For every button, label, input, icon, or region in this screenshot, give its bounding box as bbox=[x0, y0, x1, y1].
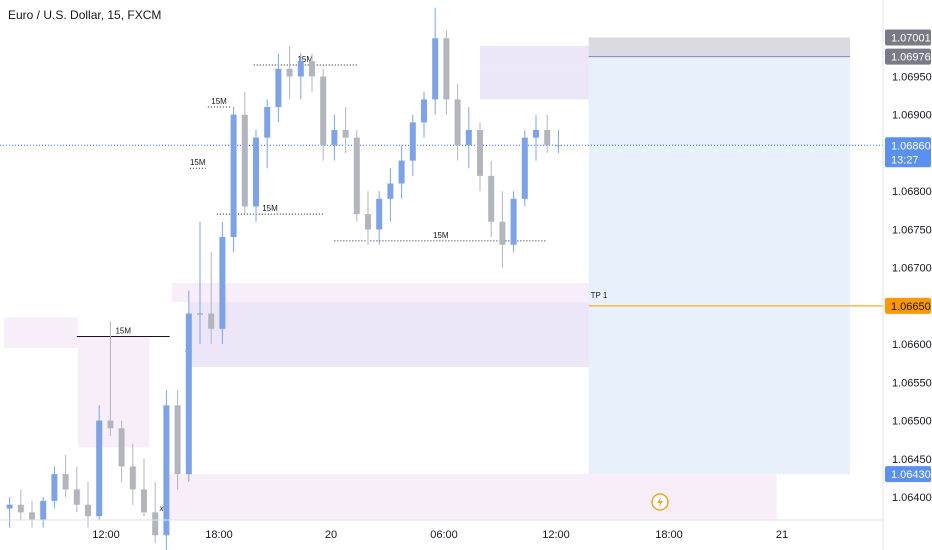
candle-body bbox=[488, 175, 495, 222]
candle-body bbox=[320, 76, 327, 146]
candle-body bbox=[241, 114, 248, 207]
time-tick-1: 18:00 bbox=[205, 529, 233, 541]
price-tick: 1.06950 bbox=[892, 71, 932, 83]
annotation-label-2: 15M bbox=[190, 158, 206, 167]
price-tick: 1.06500 bbox=[892, 416, 932, 428]
lightning-bolt-icon bbox=[657, 497, 663, 507]
price-tick: 1.06600 bbox=[892, 339, 932, 351]
candle-body bbox=[331, 130, 338, 146]
countdown-label: 13:27 bbox=[891, 154, 919, 166]
candle-body bbox=[230, 114, 237, 238]
time-tick-2: 20 bbox=[325, 529, 337, 541]
price-axis: 1.06950 1.06900 1.06800 1.06750 1.06700 1.066… bbox=[885, 29, 932, 504]
candle-body bbox=[62, 474, 69, 490]
candle-body bbox=[174, 405, 181, 475]
candle-body bbox=[6, 504, 13, 509]
candle-body bbox=[141, 489, 147, 513]
candle-body bbox=[454, 99, 461, 146]
candle-body bbox=[309, 61, 315, 77]
annotation-label-0: 15M bbox=[115, 326, 131, 335]
price-tick: 1.06700 bbox=[892, 263, 932, 275]
price-label-1: 1.06976 bbox=[891, 52, 931, 64]
candle-body bbox=[521, 137, 528, 199]
candle-body bbox=[286, 68, 293, 77]
candle-body bbox=[544, 130, 551, 146]
price-label-3: 1.06650 bbox=[891, 301, 931, 313]
zone-4 bbox=[166, 474, 777, 520]
time-tick-6: 21 bbox=[776, 529, 788, 541]
candle-body bbox=[465, 130, 472, 146]
price-label-2: 1.06860 bbox=[891, 140, 931, 152]
price-label-bg-1 bbox=[885, 48, 931, 65]
candle-body bbox=[40, 500, 47, 520]
candle-body bbox=[29, 512, 35, 520]
annotation-label-4: 15M bbox=[262, 204, 278, 213]
price-tick: 1.06750 bbox=[892, 224, 932, 236]
price-label-4: 1.06430 bbox=[891, 469, 931, 481]
price-label-bg-0 bbox=[885, 29, 931, 46]
candle-body bbox=[533, 130, 539, 138]
candle-body bbox=[129, 466, 136, 490]
candle-body bbox=[51, 474, 58, 501]
candle-body bbox=[152, 512, 159, 536]
candle-body bbox=[185, 313, 192, 475]
candle-body bbox=[398, 160, 405, 184]
candle-body bbox=[421, 99, 427, 123]
price-tick: 1.06400 bbox=[892, 492, 932, 504]
candle-body bbox=[208, 313, 215, 329]
price-label-0: 1.07001 bbox=[891, 32, 931, 44]
candle-body bbox=[107, 420, 114, 429]
price-label-bg-3 bbox=[885, 297, 931, 314]
candle-body bbox=[85, 504, 91, 517]
candle-body bbox=[297, 61, 304, 77]
candle-body bbox=[510, 198, 517, 245]
candle-body bbox=[353, 137, 360, 215]
zone-1 bbox=[77, 336, 150, 448]
tp-label: TP 1 bbox=[591, 291, 608, 300]
annotation-label-3: 15M bbox=[297, 55, 313, 64]
time-tick-4: 12:00 bbox=[542, 529, 570, 541]
symbol-title[interactable]: Euro / U.S. Dollar, 15, FXCM bbox=[8, 8, 162, 22]
candle-body bbox=[219, 237, 226, 329]
price-tick: 1.06800 bbox=[892, 186, 932, 198]
candle-body bbox=[376, 198, 383, 230]
candle-body bbox=[409, 122, 416, 161]
time-tick-5: 18:00 bbox=[655, 529, 683, 541]
candle-body bbox=[118, 428, 125, 467]
annotation-label-1: 15M bbox=[211, 97, 227, 106]
candle-body bbox=[275, 68, 282, 108]
candle-body bbox=[197, 313, 203, 315]
candle-body bbox=[432, 38, 439, 100]
candle-body bbox=[73, 489, 80, 505]
price-tick: 1.06550 bbox=[892, 377, 932, 389]
candle-body bbox=[342, 130, 349, 138]
time-tick-3: 06:00 bbox=[430, 529, 458, 541]
candle-body bbox=[555, 145, 562, 147]
candle-body bbox=[96, 420, 103, 517]
candle-body bbox=[499, 221, 506, 245]
zone-0 bbox=[4, 317, 78, 348]
annotation-label-5: 15M bbox=[433, 231, 449, 240]
candle-body bbox=[387, 183, 394, 199]
candle-body bbox=[163, 405, 170, 536]
candle-body bbox=[17, 504, 24, 513]
candle-body bbox=[365, 214, 371, 230]
stop-box bbox=[588, 37, 850, 57]
target-box bbox=[588, 37, 850, 475]
price-tick: 1.06900 bbox=[892, 110, 932, 122]
time-tick-0: 12:00 bbox=[92, 529, 120, 541]
candle-body bbox=[253, 137, 259, 207]
annotation-x-7: x bbox=[159, 504, 165, 513]
price-label-bg-4 bbox=[885, 466, 931, 483]
candle-body bbox=[477, 130, 483, 176]
candle-body bbox=[443, 38, 450, 100]
price-tick: 1.06450 bbox=[892, 454, 932, 466]
candle-body bbox=[264, 107, 271, 138]
time-axis: 12:00 18:00 20 06:00 12:00 18:00 21 bbox=[92, 529, 788, 541]
price-label-bg-2 bbox=[885, 137, 931, 168]
